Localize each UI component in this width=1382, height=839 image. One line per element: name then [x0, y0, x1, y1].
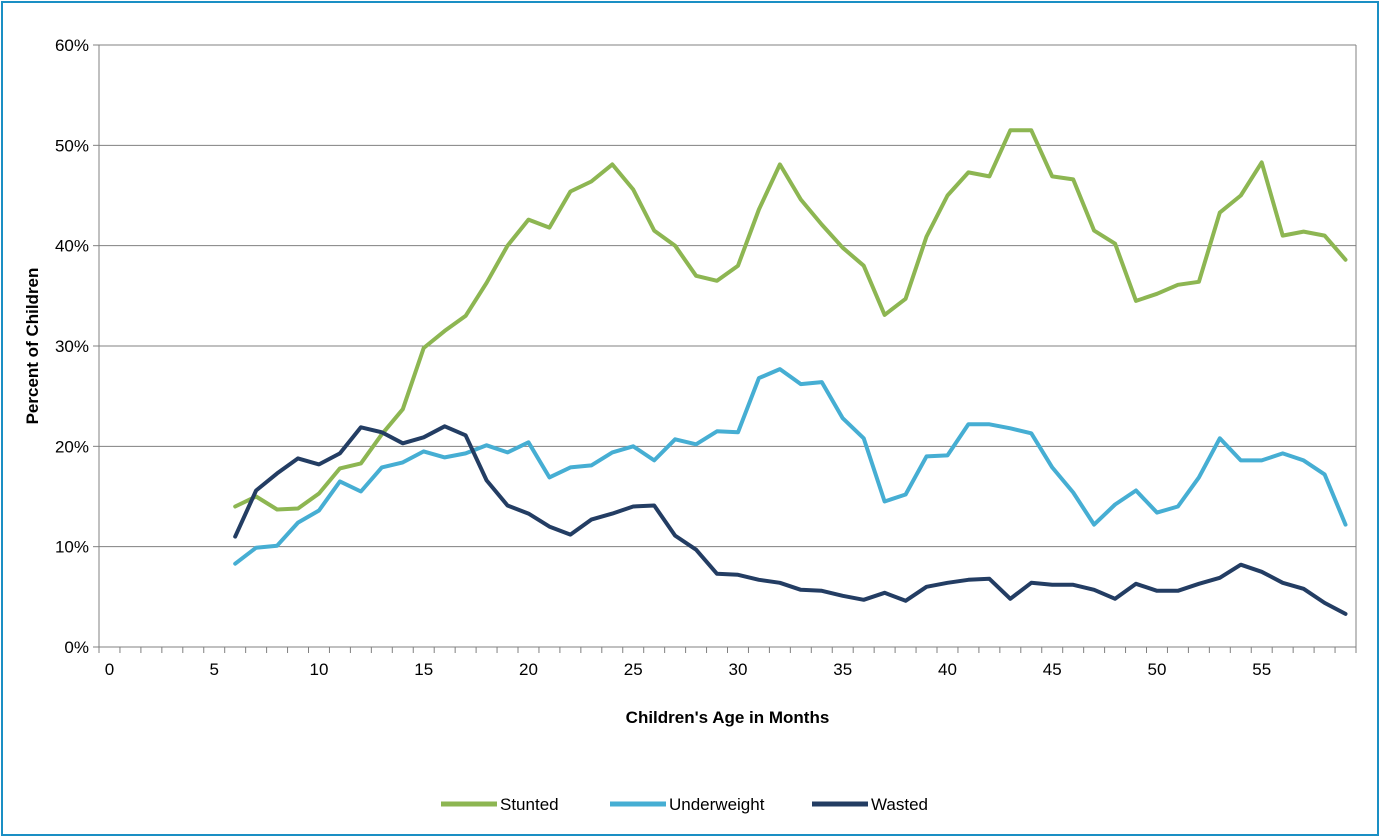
- y-axis-ticks: 0% 10% 20% 30% 40% 50% 60%: [55, 36, 99, 657]
- x-tick-label: 20: [519, 660, 538, 679]
- y-axis-title: Percent of Children: [23, 268, 42, 425]
- series-line-underweight: [233, 367, 1348, 566]
- series-line-wasted: [233, 424, 1348, 616]
- legend-item-wasted: Wasted: [812, 795, 928, 814]
- y-tick-label: 50%: [55, 136, 89, 155]
- x-axis-ticks: 0 5 10 15 20 25 30 35 40 45 50 55: [98, 647, 1357, 679]
- legend-label: Wasted: [871, 795, 928, 814]
- legend-label: Underweight: [669, 795, 765, 814]
- x-tick-label: 35: [833, 660, 852, 679]
- x-tick-label: 50: [1148, 660, 1167, 679]
- y-tick-label: 60%: [55, 36, 89, 55]
- y-tick-label: 30%: [55, 337, 89, 356]
- legend-label: Stunted: [500, 795, 559, 814]
- x-axis-title: Children's Age in Months: [626, 708, 830, 727]
- series-lines: [233, 128, 1348, 616]
- grid-lines: [99, 44, 1356, 548]
- y-tick-label: 40%: [55, 237, 89, 256]
- x-tick-label: 0: [105, 660, 114, 679]
- y-tick-label: 0%: [64, 638, 89, 657]
- x-tick-label: 45: [1043, 660, 1062, 679]
- x-tick-label: 30: [729, 660, 748, 679]
- y-tick-label: 20%: [55, 437, 89, 456]
- x-tick-label: 15: [414, 660, 433, 679]
- x-tick-label: 55: [1252, 660, 1271, 679]
- legend: Stunted Underweight Wasted: [441, 795, 928, 814]
- legend-item-underweight: Underweight: [610, 795, 765, 814]
- x-tick-label: 40: [938, 660, 957, 679]
- x-tick-label: 25: [624, 660, 643, 679]
- x-tick-label: 10: [310, 660, 329, 679]
- series-line-stunted: [233, 128, 1348, 512]
- x-tick-label: 5: [209, 660, 218, 679]
- y-tick-label: 10%: [55, 538, 89, 557]
- legend-item-stunted: Stunted: [441, 795, 559, 814]
